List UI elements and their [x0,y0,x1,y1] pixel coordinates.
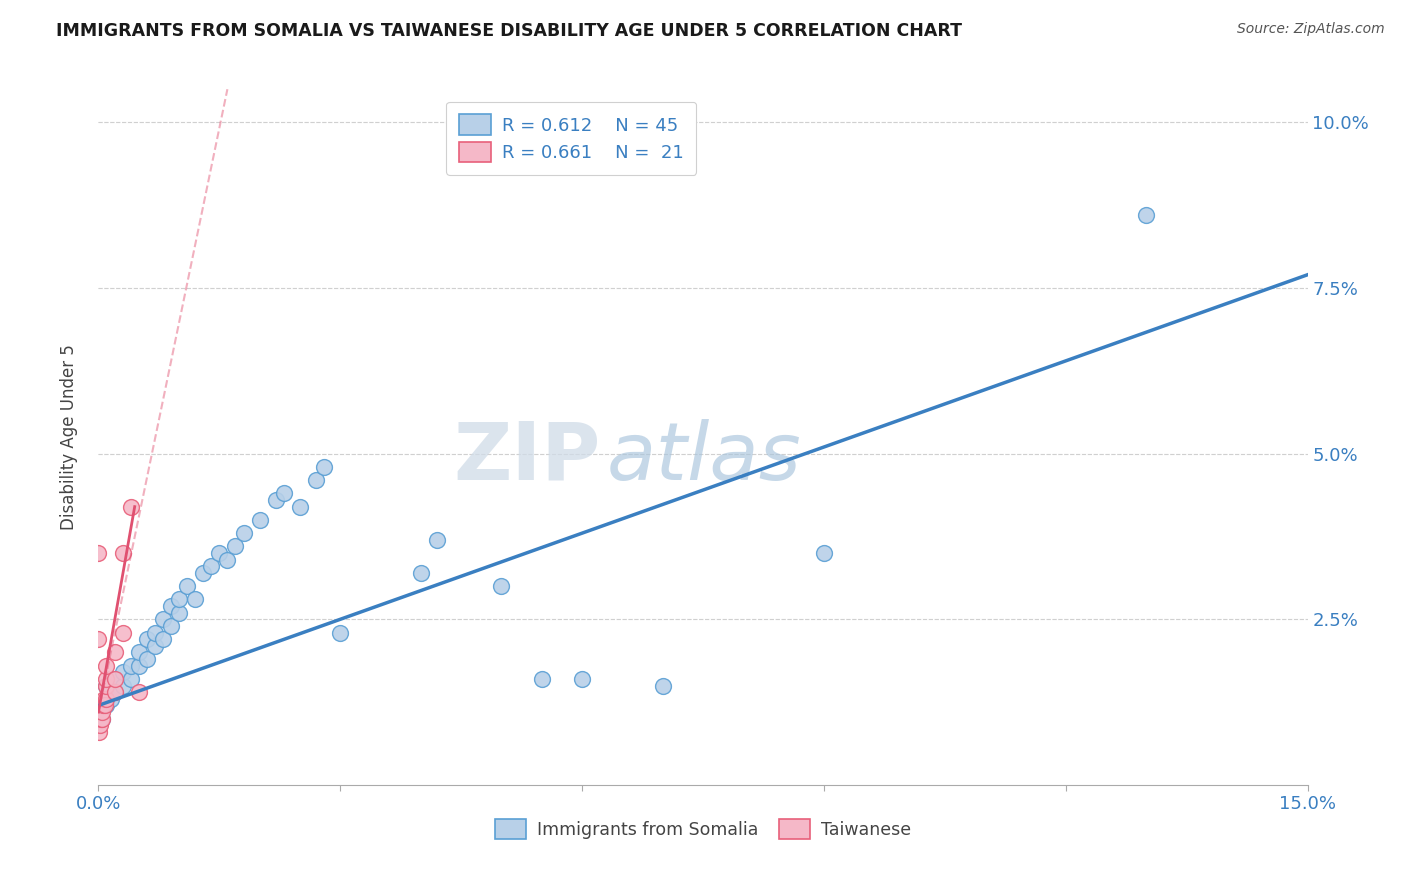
Point [224,540,246,554]
Point [103,672,125,686]
Point [91,712,114,726]
Point [90,712,112,726]
Point [111,546,134,560]
Point [96,672,118,686]
Point [103,685,125,699]
Point [120,500,142,514]
Point [96,679,118,693]
Point [111,665,134,680]
Point [96,698,118,713]
Point [103,645,125,659]
Point [94,698,117,713]
Point [167,606,190,620]
Text: IMMIGRANTS FROM SOMALIA VS TAIWANESE DISABILITY AGE UNDER 5 CORRELATION CHART: IMMIGRANTS FROM SOMALIA VS TAIWANESE DIS… [56,22,962,40]
Point [184,592,207,607]
Point [103,672,125,686]
Point [314,459,336,474]
Point [96,679,118,693]
Point [135,632,157,647]
Point [152,612,174,626]
Point [135,652,157,666]
Point [120,658,142,673]
Point [193,566,215,580]
Point [167,592,190,607]
Point [111,679,134,693]
Point [264,493,287,508]
Point [128,658,150,673]
Point [89,718,111,732]
Point [120,672,142,686]
Point [217,552,239,566]
Point [143,625,166,640]
Point [1135,208,1157,222]
Point [813,546,835,560]
Point [176,579,198,593]
Point [232,526,254,541]
Point [160,619,183,633]
Point [103,685,125,699]
Point [89,725,111,739]
Point [200,559,222,574]
Point [87,546,110,560]
Point [249,513,271,527]
Point [288,500,311,514]
Point [208,546,231,560]
Point [530,672,553,686]
Y-axis label: Disability Age Under 5: Disability Age Under 5 [59,344,77,530]
Point [128,645,150,659]
Point [90,712,112,726]
Point [491,579,513,593]
Point [152,632,174,647]
Point [100,691,122,706]
Point [651,679,673,693]
Point [96,658,118,673]
Point [143,639,166,653]
Point [426,533,449,547]
Legend: Immigrants from Somalia, Taiwanese: Immigrants from Somalia, Taiwanese [488,812,918,846]
Point [273,486,295,500]
Text: Source: ZipAtlas.com: Source: ZipAtlas.com [1237,22,1385,37]
Point [87,632,110,647]
Point [329,625,352,640]
Point [93,691,115,706]
Point [128,685,150,699]
Point [91,698,114,713]
Point [409,566,432,580]
Point [305,473,328,487]
Point [160,599,183,613]
Text: ZIP: ZIP [453,419,600,497]
Point [111,625,134,640]
Point [91,705,114,719]
Point [571,672,593,686]
Point [96,691,118,706]
Text: atlas: atlas [606,419,801,497]
